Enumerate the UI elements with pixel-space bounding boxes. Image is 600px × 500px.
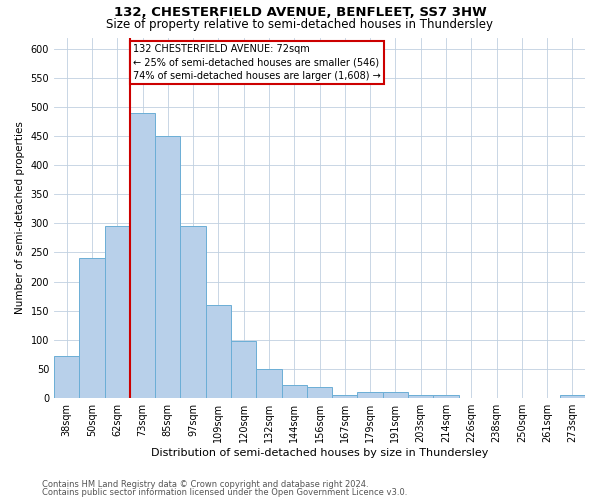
Text: Contains public sector information licensed under the Open Government Licence v3: Contains public sector information licen… <box>42 488 407 497</box>
Y-axis label: Number of semi-detached properties: Number of semi-detached properties <box>15 121 25 314</box>
Bar <box>307 388 332 398</box>
Bar <box>358 392 383 398</box>
Bar <box>383 392 408 398</box>
Bar <box>256 368 281 398</box>
Text: 132 CHESTERFIELD AVENUE: 72sqm
← 25% of semi-detached houses are smaller (546)
7: 132 CHESTERFIELD AVENUE: 72sqm ← 25% of … <box>133 44 380 81</box>
Bar <box>54 356 79 398</box>
Bar <box>231 342 256 398</box>
Bar <box>206 305 231 398</box>
Bar <box>332 395 358 398</box>
Bar <box>181 226 206 398</box>
Bar <box>433 395 458 398</box>
Text: 132, CHESTERFIELD AVENUE, BENFLEET, SS7 3HW: 132, CHESTERFIELD AVENUE, BENFLEET, SS7 … <box>113 6 487 19</box>
Text: Contains HM Land Registry data © Crown copyright and database right 2024.: Contains HM Land Registry data © Crown c… <box>42 480 368 489</box>
Bar <box>155 136 181 398</box>
X-axis label: Distribution of semi-detached houses by size in Thundersley: Distribution of semi-detached houses by … <box>151 448 488 458</box>
Text: Size of property relative to semi-detached houses in Thundersley: Size of property relative to semi-detach… <box>107 18 493 31</box>
Bar <box>130 113 155 398</box>
Bar <box>104 226 130 398</box>
Bar <box>79 258 104 398</box>
Bar <box>408 395 433 398</box>
Bar <box>281 385 307 398</box>
Bar <box>560 395 585 398</box>
